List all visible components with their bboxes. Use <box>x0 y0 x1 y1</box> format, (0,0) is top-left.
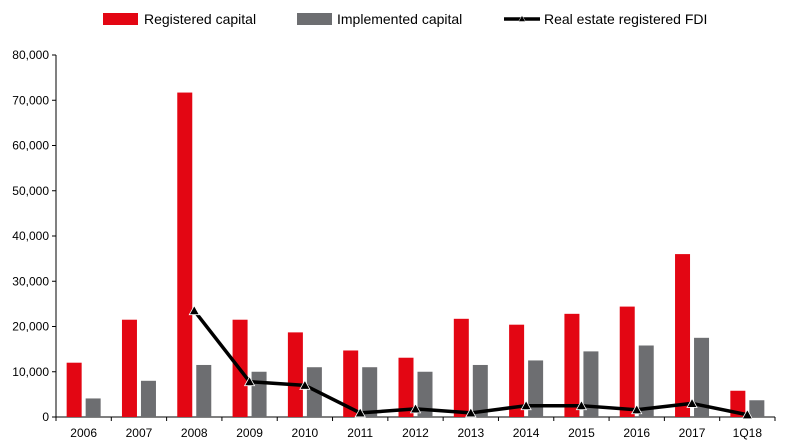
x-tick-label: 2016 <box>623 426 650 440</box>
bar-implemented-capital <box>638 345 654 417</box>
y-tick-label: 20,000 <box>12 320 49 334</box>
bar-implemented-capital <box>417 371 433 417</box>
y-tick-label: 60,000 <box>12 139 49 153</box>
bar-registered-capital <box>121 319 137 417</box>
y-tick-label: 70,000 <box>12 93 49 107</box>
legend-label-implemented-capital: Implemented capital <box>337 11 462 27</box>
legend-swatch-registered-capital <box>103 13 138 25</box>
bar-implemented-capital <box>251 371 267 417</box>
fdi-line-point <box>520 399 532 411</box>
bar-implemented-capital <box>85 398 101 417</box>
x-tick-label: 2014 <box>513 426 540 440</box>
fdi-line-point <box>741 408 754 420</box>
fdi-line-point <box>299 379 311 390</box>
x-tick-label: 1Q18 <box>733 426 763 440</box>
fdi-line-point <box>575 399 588 411</box>
bar-registered-capital <box>287 332 303 417</box>
x-tick-label: 2012 <box>402 426 429 440</box>
y-tick-label: 80,000 <box>12 48 49 62</box>
y-tick-label: 10,000 <box>12 365 49 379</box>
fdi-line-point <box>465 407 477 418</box>
bar-registered-capital <box>564 313 580 417</box>
legend: Registered capital Implemented capital R… <box>103 11 707 27</box>
bar-registered-capital <box>675 254 691 417</box>
legend-swatch-real-estate-fdi-marker <box>518 15 526 22</box>
y-tick-label: 30,000 <box>12 274 49 288</box>
bar-implemented-capital <box>749 400 765 417</box>
bar-implemented-capital <box>362 367 378 417</box>
x-tick-label: 2015 <box>568 426 595 440</box>
y-tick-label: 0 <box>42 410 49 424</box>
bar-registered-capital <box>66 362 82 417</box>
x-tick-label: 2009 <box>236 426 263 440</box>
bars <box>66 92 765 418</box>
x-tick-label: 2008 <box>181 426 208 440</box>
bar-implemented-capital <box>528 360 544 417</box>
bar-implemented-capital <box>196 364 212 417</box>
fdi-line-point <box>243 375 256 387</box>
bar-registered-capital <box>398 357 414 417</box>
x-tick-label: 2007 <box>126 426 153 440</box>
x-tick-label: 2011 <box>347 426 373 440</box>
bar-implemented-capital <box>306 367 322 417</box>
x-tick-label: 2013 <box>457 426 484 440</box>
fdi-line <box>192 308 750 417</box>
y-axis: 0 10,000 20,000 30,000 40,000 50,000 60,000 70,… <box>12 48 57 424</box>
x-axis: 2006 2007 2008 2009 2010 2011 2012 2013 2014 2015… <box>55 416 776 440</box>
fdi-line-point <box>631 403 643 415</box>
x-tick-label: 2006 <box>70 426 97 440</box>
y-tick-label: 50,000 <box>12 184 49 198</box>
bar-registered-capital <box>619 306 635 417</box>
x-tick-label: 2017 <box>679 426 706 440</box>
bar-registered-capital <box>453 318 469 417</box>
bar-registered-capital <box>343 350 359 417</box>
x-tick-label: 2010 <box>292 426 319 440</box>
legend-label-real-estate-fdi: Real estate registered FDI <box>544 11 707 27</box>
bar-implemented-capital <box>694 337 710 417</box>
bar-implemented-capital <box>472 364 488 417</box>
fdi-line-point <box>188 304 200 316</box>
bar-implemented-capital <box>140 380 156 417</box>
fdi-line-series <box>188 304 754 420</box>
bar-registered-capital <box>177 92 193 418</box>
fdi-line-point <box>354 407 366 418</box>
fdi-line-point <box>409 403 422 414</box>
legend-swatch-implemented-capital <box>297 13 332 25</box>
bar-implemented-capital <box>583 351 599 417</box>
y-tick-label: 40,000 <box>12 229 49 243</box>
legend-label-registered-capital: Registered capital <box>144 11 256 27</box>
bar-registered-capital <box>509 324 525 417</box>
fdi-line-point <box>686 397 698 408</box>
